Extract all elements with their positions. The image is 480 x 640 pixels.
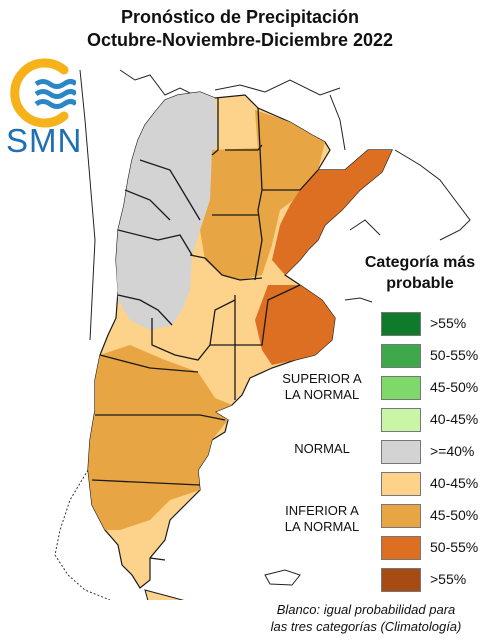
smn-logo-icon bbox=[10, 58, 76, 128]
legend-group-inferior-line-1: INFERIOR A bbox=[285, 503, 359, 518]
legend-group-normal: NORMAL bbox=[294, 441, 350, 456]
legend-title-line-1: Categoría más bbox=[364, 254, 476, 271]
legend-swatch-superior-45-50 bbox=[381, 376, 421, 400]
legend-group-superior-line-2: LA NORMAL bbox=[284, 387, 360, 402]
legend-label: >=40% bbox=[430, 443, 475, 459]
legend-swatch-superior-55 bbox=[381, 312, 421, 336]
legend-label: 45-50% bbox=[430, 379, 479, 395]
legend-swatch-inferior-40-45 bbox=[381, 472, 421, 496]
region-inferior-45-50-south bbox=[88, 345, 232, 530]
title-line-1: Pronóstico de Precipitación bbox=[120, 7, 360, 27]
region-inferior-50-55-buenos-aires bbox=[255, 285, 335, 365]
province-borders bbox=[91, 98, 319, 561]
legend-swatch-inferior-50-55 bbox=[381, 536, 421, 560]
legend-swatch-inferior-45-50 bbox=[381, 504, 421, 528]
legend-label: 50-55% bbox=[430, 539, 479, 555]
neighbor-borders bbox=[79, 69, 471, 341]
legend-swatch-superior-50-55 bbox=[381, 344, 421, 368]
legend-label: 45-50% bbox=[430, 507, 479, 523]
legend-label: >55% bbox=[430, 315, 467, 331]
tierra-del-fuego bbox=[144, 589, 184, 600]
legend-group-superior: SUPERIOR A LA NORMAL bbox=[262, 371, 382, 403]
legend-label: 40-45% bbox=[430, 411, 479, 427]
legend-swatch-normal bbox=[381, 440, 421, 464]
region-inferior-45-50-northeast bbox=[255, 110, 325, 210]
region-inferior-50-55-mesopotamia bbox=[272, 150, 392, 275]
region-normal bbox=[116, 92, 218, 330]
smn-logo-text: SMN bbox=[6, 122, 83, 159]
legend-swatch-superior-40-45 bbox=[381, 408, 421, 432]
argentina-map bbox=[54, 69, 471, 600]
legend-group-superior-line-1: SUPERIOR A bbox=[282, 371, 362, 386]
malvinas-islands bbox=[264, 569, 301, 586]
legend-swatch-inferior-55 bbox=[381, 568, 421, 592]
legend-label: 50-55% bbox=[430, 347, 479, 363]
legend-group-inferior-line-2: LA NORMAL bbox=[284, 519, 360, 534]
title-line-2: Octubre-Noviembre-Diciembre 2022 bbox=[86, 30, 394, 50]
chile-coast bbox=[54, 469, 111, 600]
region-inferior-45-50-center bbox=[200, 148, 280, 280]
legend-title-line-2: probable bbox=[386, 275, 454, 292]
legend-label: 40-45% bbox=[430, 475, 479, 491]
legend-group-inferior: INFERIOR A LA NORMAL bbox=[262, 503, 382, 535]
footnote-line-2: las tres categorías (Climatología) bbox=[270, 619, 462, 634]
legend-label: >55% bbox=[430, 571, 467, 587]
footnote-line-1: Blanco: igual probabilidad para bbox=[276, 602, 456, 617]
footnote: Blanco: igual probabilidad para las tres… bbox=[252, 601, 480, 635]
